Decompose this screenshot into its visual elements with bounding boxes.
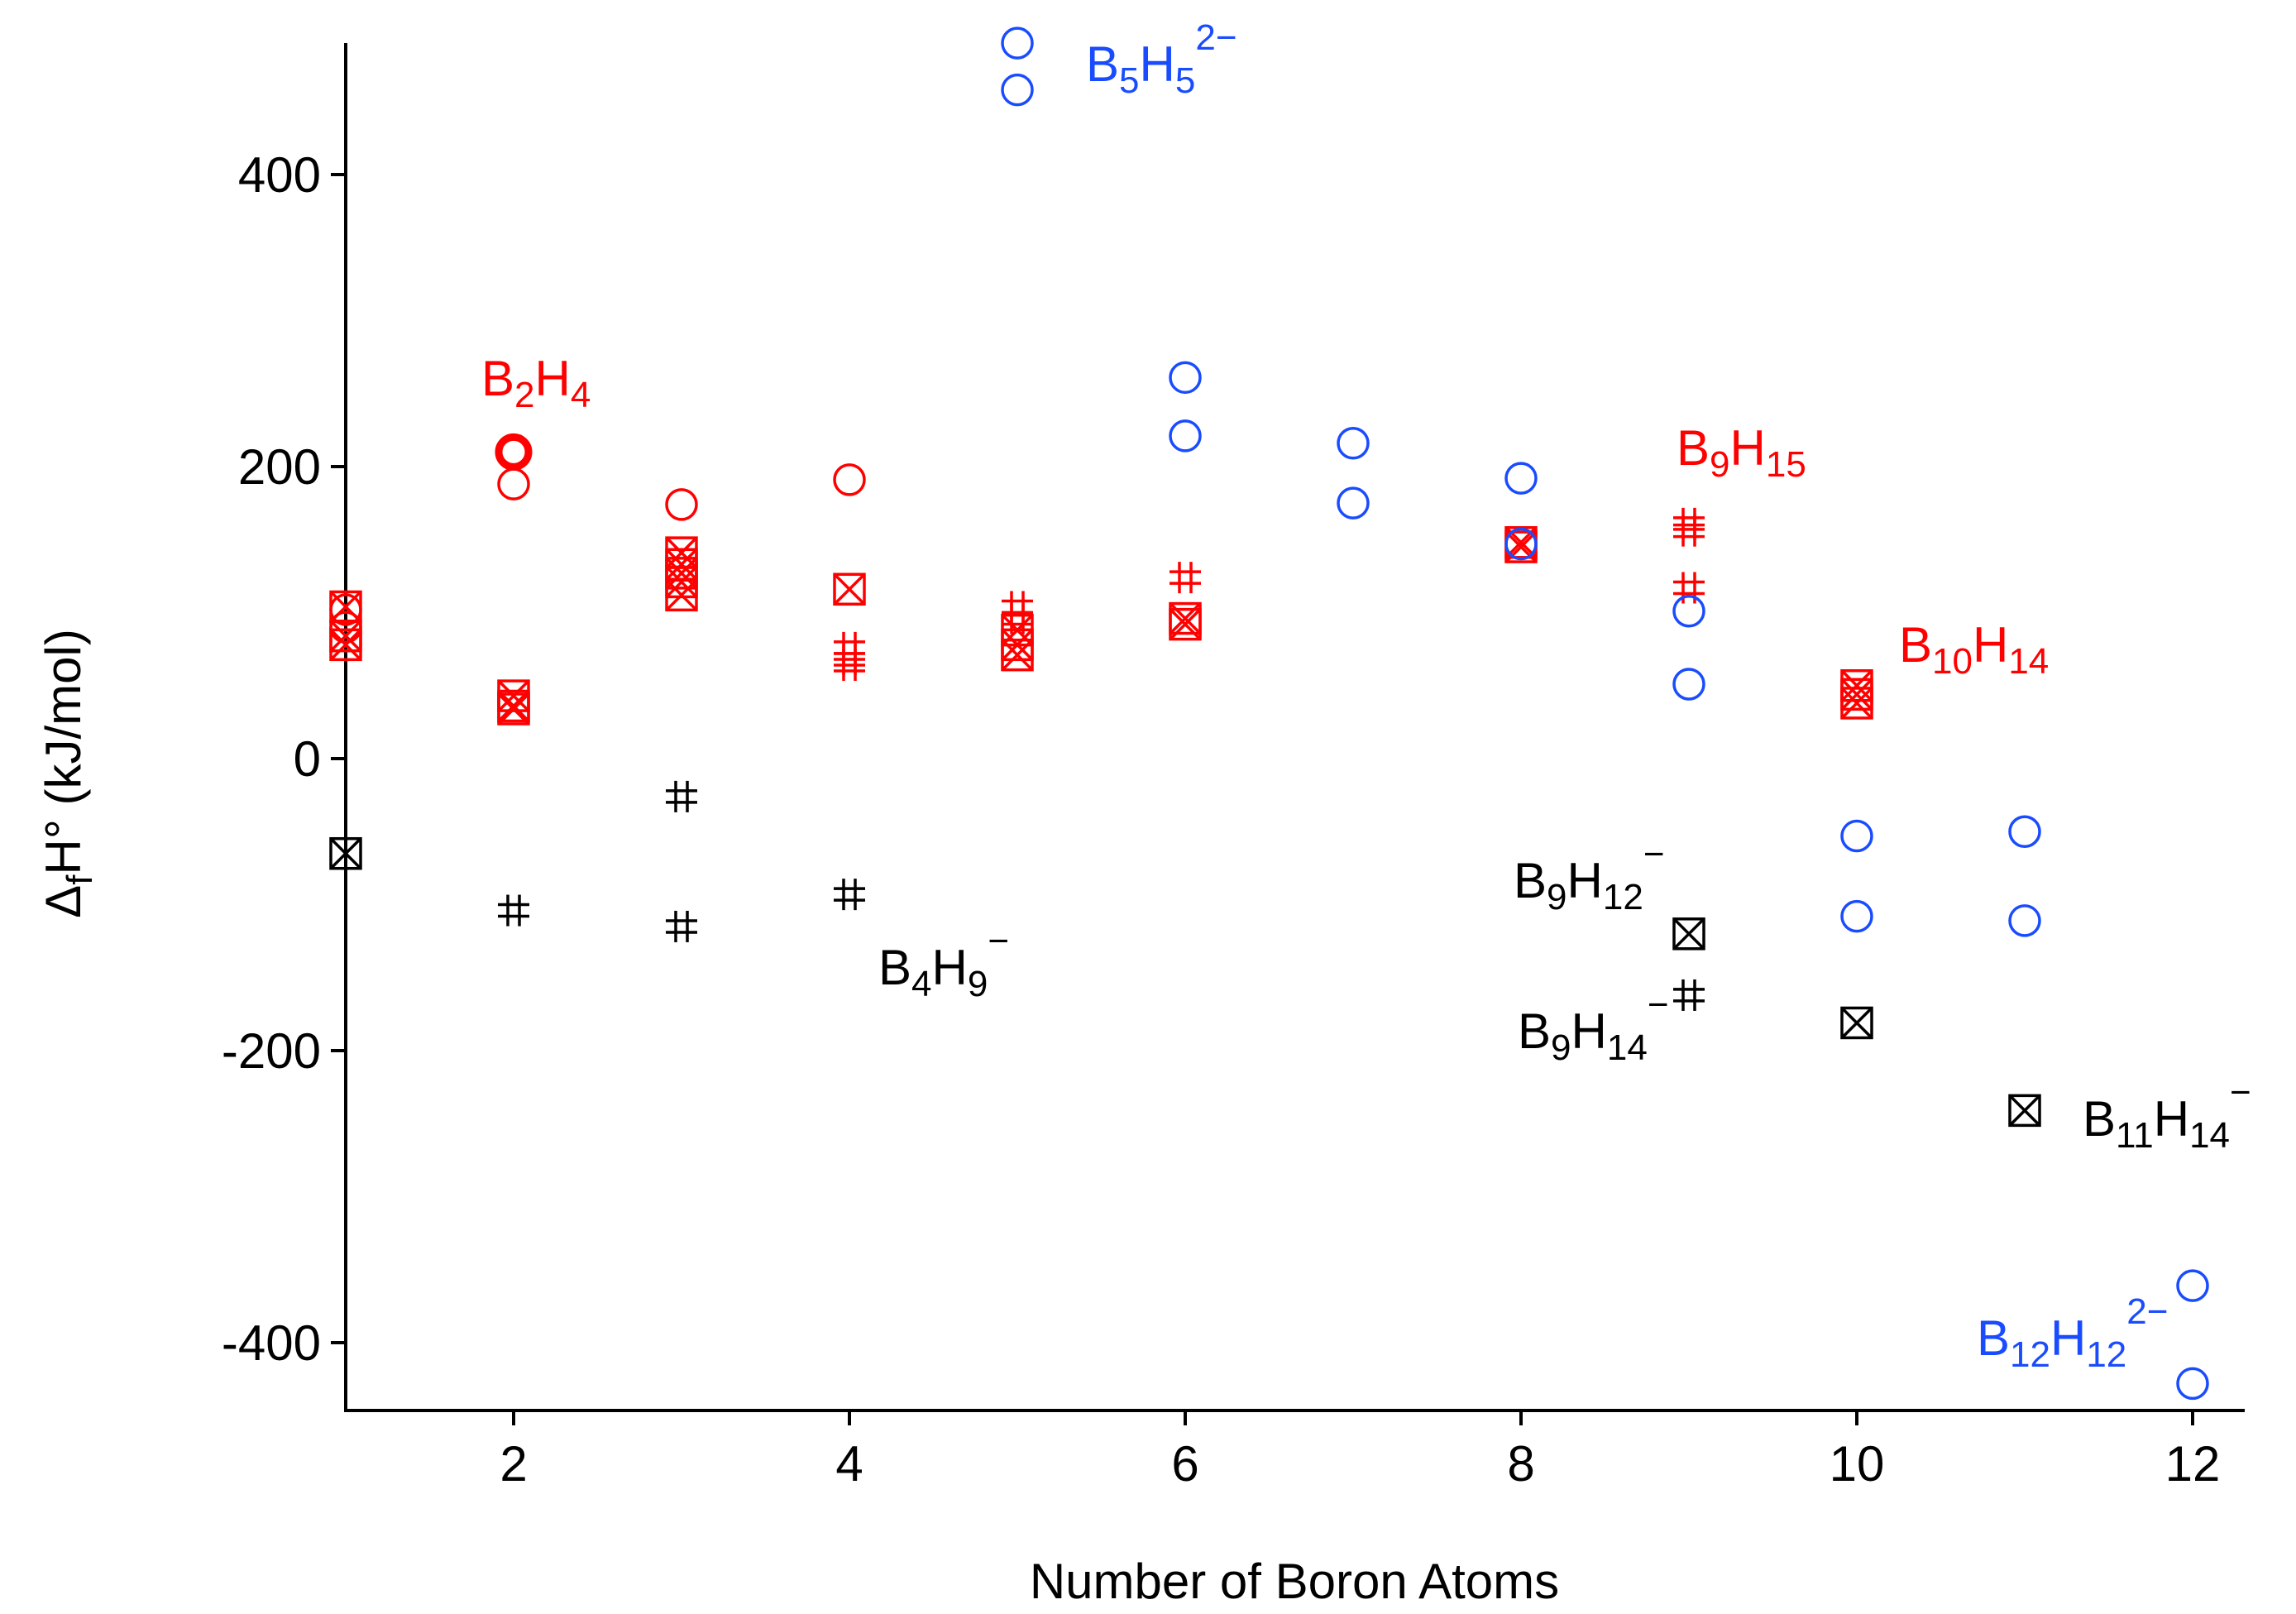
data-point-hash: [1673, 515, 1705, 547]
data-point-hash: [666, 910, 697, 942]
y-tick-label: 0: [294, 731, 321, 787]
data-point-box-x: [2008, 1094, 2041, 1128]
x-axis-title: Number of Boron Atoms: [1030, 1554, 1559, 1609]
data-point-hash: [498, 894, 529, 927]
axes: [344, 43, 2245, 1412]
y-tick-label: 200: [238, 439, 321, 495]
data-point-hash: [666, 780, 697, 812]
data-point-box-x: [329, 590, 362, 624]
annotation-b4h9: B4H9−: [878, 921, 1009, 1004]
data-point-hash: [1673, 979, 1705, 1011]
data-point-box-x: [1840, 687, 1873, 720]
x-tick-label: 6: [1171, 1436, 1198, 1492]
data-point-hash: [1673, 507, 1705, 539]
data-points: [329, 26, 2209, 1401]
annotation-b2h4: B2H4: [481, 351, 591, 415]
x-tick-label: 8: [1507, 1436, 1534, 1492]
data-point-circle: [2176, 1269, 2209, 1302]
data-point-box-x: [329, 836, 362, 870]
y-tick-label: 400: [238, 147, 321, 203]
data-point-circle: [1840, 819, 1873, 853]
y-axis-title-delta: Δ: [36, 885, 91, 918]
x-tick-label: 12: [2165, 1436, 2221, 1492]
data-point-box-x: [1169, 607, 1202, 641]
annotation-b10h14: B10H14: [1899, 617, 2049, 682]
annotation-b9h12: B9H12−: [1514, 834, 1665, 917]
data-point-hash: [834, 649, 865, 682]
data-point-circle: [1504, 527, 1538, 561]
data-point-circle: [1672, 668, 1705, 701]
data-point-hash: [1673, 572, 1705, 604]
annotation-b11h14: B11H14−: [2083, 1072, 2251, 1156]
data-point-box-x: [329, 628, 362, 662]
data-point-circle: [497, 467, 530, 500]
data-point-circle: [1001, 26, 1034, 60]
y-tick-label: -400: [222, 1315, 321, 1371]
y-axis-title-rest: H° (kJ/mol): [36, 629, 91, 874]
data-point-box-x: [1001, 638, 1034, 672]
y-axis-title: ΔfH° (kJ/mol): [36, 629, 100, 918]
annotations: B5H52− B2H4 B9H15 B10H14 B4H9− B9H12− B9H14− B1…: [481, 17, 2251, 1375]
data-point-circle: [2008, 904, 2041, 937]
data-point-circle: [1337, 427, 1370, 460]
data-point-box-x: [1672, 917, 1705, 951]
data-point-circle: [1001, 73, 1034, 107]
annotation-b9h15: B9H15: [1677, 420, 1806, 485]
data-point-circle: [1337, 486, 1370, 520]
data-point-circle: [1672, 594, 1705, 628]
data-point-circle: [1840, 899, 1873, 933]
data-point-circle: [2008, 815, 2041, 848]
ticks: 2 4 6 8 10 12 -400 -200 0 200 400: [222, 147, 2220, 1492]
x-tick-label: 10: [1830, 1436, 1885, 1492]
annotation-b12h12: B12H122−: [1977, 1291, 2168, 1375]
data-point-circle-bold: [495, 433, 533, 471]
data-point-hash: [834, 879, 865, 911]
x-tick-label: 4: [835, 1436, 863, 1492]
data-point-box-x: [497, 692, 530, 726]
y-tick-label: -200: [222, 1023, 321, 1079]
data-point-circle: [1169, 419, 1202, 453]
annotation-b9h14: B9H14−: [1518, 984, 1669, 1068]
annotation-b5h5: B5H52−: [1086, 17, 1237, 101]
data-point-box-x: [1840, 1006, 1873, 1040]
data-point-circle: [665, 488, 698, 521]
data-point-circle: [1504, 462, 1538, 495]
data-point-box-x: [833, 572, 866, 606]
data-point-box-x: [665, 578, 698, 612]
y-axis-title-subscript: f: [60, 874, 100, 885]
data-point-circle: [1169, 361, 1202, 395]
x-tick-label: 2: [500, 1436, 527, 1492]
data-point-circle: [833, 463, 866, 496]
data-point-hash: [1170, 562, 1201, 594]
data-point-circle: [2176, 1367, 2209, 1401]
